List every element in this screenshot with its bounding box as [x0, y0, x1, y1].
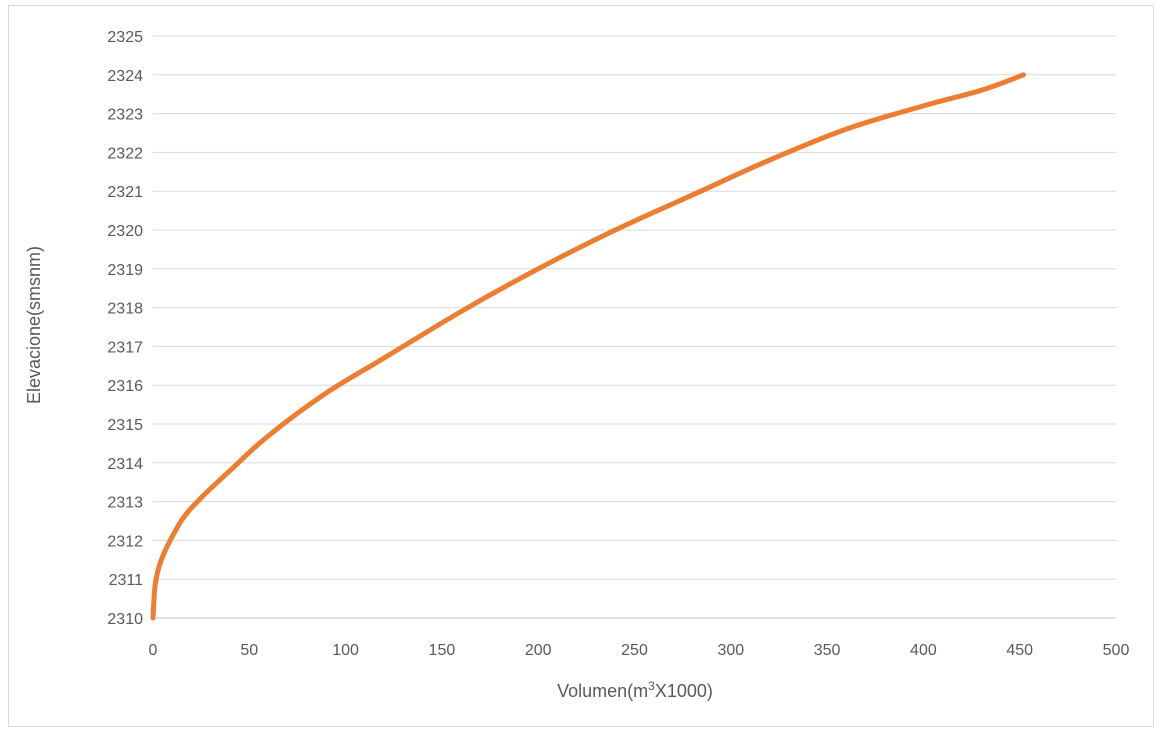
- y-tick-label: 2316: [107, 378, 143, 395]
- chart-frame: [8, 5, 1154, 727]
- y-tick-label: 2318: [107, 301, 143, 318]
- x-tick-label: 0: [149, 642, 158, 659]
- y-tick-label: 2324: [107, 68, 143, 85]
- y-tick-label: 2313: [107, 495, 143, 512]
- y-tick-label: 2311: [109, 572, 144, 589]
- y-tick-label: 2315: [107, 417, 143, 434]
- x-tick-label: 300: [717, 642, 744, 659]
- x-axis-ticks: 0 50 100 150 200 250 300 350 400 450 500: [149, 642, 1130, 659]
- y-tick-label: 2314: [107, 456, 143, 473]
- y-axis-ticks: 2310 2311 2312 2313 2314 2315 2316 2317 2318 2319…: [107, 29, 143, 628]
- x-axis-title-superscript: 3: [648, 679, 655, 693]
- x-tick-label: 100: [332, 642, 359, 659]
- y-tick-label: 2323: [107, 107, 143, 124]
- gridlines: [153, 35, 1116, 619]
- y-tick-label: 2325: [107, 29, 143, 46]
- y-tick-label: 2319: [107, 262, 143, 279]
- x-axis-title-main: Volumen(m: [557, 681, 648, 701]
- series-layer: [150, 72, 1027, 621]
- x-tick-label: 500: [1103, 642, 1130, 659]
- y-tick-label: 2317: [107, 339, 143, 356]
- y-tick-label: 2321: [107, 184, 143, 201]
- x-tick-label: 200: [525, 642, 552, 659]
- x-axis-title: Volumen(m3X1000): [557, 679, 713, 701]
- x-axis-title-rest: X1000): [655, 681, 713, 701]
- x-tick-label: 450: [1006, 642, 1033, 659]
- x-tick-label: 400: [910, 642, 937, 659]
- series-line: [150, 72, 1027, 621]
- x-tick-label: 350: [814, 642, 841, 659]
- x-tick-label: 250: [621, 642, 648, 659]
- y-tick-label: 2322: [107, 145, 143, 162]
- y-tick-label: 2320: [107, 223, 143, 240]
- y-tick-label: 2312: [107, 533, 143, 550]
- x-tick-label: 150: [429, 642, 456, 659]
- y-axis-title: Elevacione(smsnm): [24, 246, 44, 404]
- y-tick-label: 2310: [107, 611, 143, 628]
- x-tick-label: 50: [240, 642, 258, 659]
